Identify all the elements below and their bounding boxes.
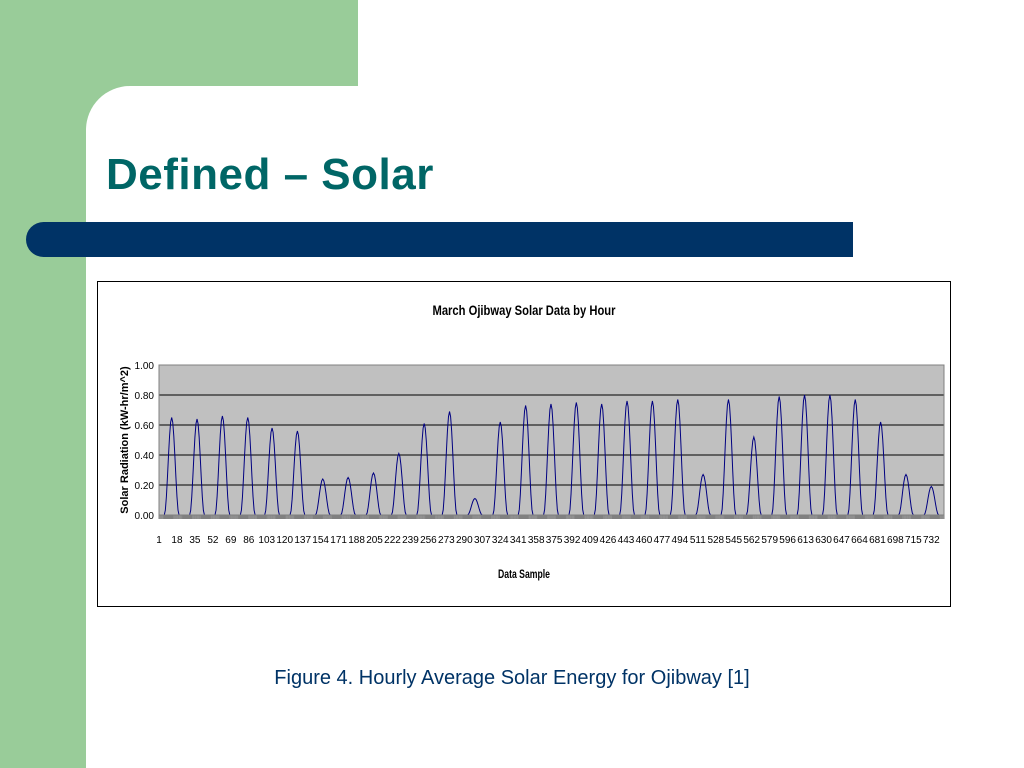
x-axis-title: Data Sample bbox=[498, 567, 550, 581]
x-tick-label: 69 bbox=[225, 535, 237, 546]
x-tick-label: 188 bbox=[348, 535, 365, 546]
figure-caption: Figure 4. Hourly Average Solar Energy fo… bbox=[274, 667, 750, 689]
x-tick-label: 137 bbox=[294, 535, 311, 546]
y-tick-label: 0.60 bbox=[135, 421, 155, 432]
plot-area bbox=[159, 365, 944, 515]
x-tick-label: 426 bbox=[600, 535, 617, 546]
x-tick-label: 392 bbox=[564, 535, 581, 546]
x-tick-label: 273 bbox=[438, 535, 455, 546]
title-underline-bar bbox=[26, 222, 853, 257]
plot-border bbox=[158, 364, 945, 516]
x-tick-label: 18 bbox=[171, 535, 183, 546]
chart-title: March Ojibway Solar Data by Hour bbox=[433, 302, 616, 318]
x-tick-label: 120 bbox=[276, 535, 293, 546]
x-tick-label: 647 bbox=[833, 535, 850, 546]
x-axis-ticks bbox=[158, 515, 945, 519]
solar-line-chart: 0.000.200.400.600.801.00 1 18 35 52 69 86 103 1… bbox=[119, 302, 945, 581]
x-tick-label: 86 bbox=[243, 535, 255, 546]
x-tick-label: 528 bbox=[707, 535, 724, 546]
chart-frame: 0.00 0.20 0.40 0.60 0.80 1.00 1 18 35 52 69 86 103 1… bbox=[97, 281, 951, 607]
x-tick-label: 205 bbox=[366, 535, 383, 546]
y-tick-label: 0.40 bbox=[135, 451, 155, 462]
x-tick-label: 579 bbox=[761, 535, 778, 546]
x-tick-label: 681 bbox=[869, 535, 886, 546]
x-tick-label: 511 bbox=[690, 535, 706, 546]
x-tick-label: 477 bbox=[654, 535, 671, 546]
x-tick-label: 460 bbox=[636, 535, 653, 546]
y-tick-label: 0.80 bbox=[135, 391, 155, 402]
x-tick-label: 52 bbox=[207, 535, 219, 546]
y-tick-label: 1.00 bbox=[135, 361, 155, 372]
x-tick-label: 409 bbox=[582, 535, 599, 546]
x-tick-label: 664 bbox=[851, 535, 868, 546]
x-tick-label: 715 bbox=[905, 535, 922, 546]
x-tick-label: 596 bbox=[779, 535, 796, 546]
x-tick-label: 35 bbox=[189, 535, 201, 546]
x-tick-label: 630 bbox=[815, 535, 832, 546]
x-tick-label: 154 bbox=[312, 535, 329, 546]
x-tick-label: 307 bbox=[474, 535, 491, 546]
x-tick-label: 494 bbox=[672, 535, 689, 546]
x-tick-label: 171 bbox=[330, 535, 347, 546]
x-tick-label: 732 bbox=[923, 535, 940, 546]
x-tick-label: 562 bbox=[743, 535, 760, 546]
y-tick-label: 0.00 bbox=[135, 511, 155, 522]
x-tick-label: 375 bbox=[546, 535, 563, 546]
x-tick-label: 1 bbox=[156, 535, 162, 546]
y-tick-label: 0.20 bbox=[135, 481, 155, 492]
x-tick-label: 103 bbox=[258, 535, 275, 546]
x-tick-label: 545 bbox=[725, 535, 742, 546]
x-tick-label: 613 bbox=[797, 535, 814, 546]
x-tick-label: 341 bbox=[510, 535, 527, 546]
x-tick-label: 324 bbox=[492, 535, 509, 546]
slide-title: Defined – Solar bbox=[106, 150, 434, 199]
x-tick-label: 358 bbox=[528, 535, 545, 546]
x-tick-label: 698 bbox=[887, 535, 904, 546]
x-tick-label: 256 bbox=[420, 535, 437, 546]
y-axis-title: Solar Radiation (kW-hr/m^2) bbox=[119, 366, 131, 514]
x-tick-label: 239 bbox=[402, 535, 419, 546]
x-tick-label: 290 bbox=[456, 535, 473, 546]
x-tick-label: 443 bbox=[618, 535, 635, 546]
x-tick-label: 222 bbox=[384, 535, 401, 546]
